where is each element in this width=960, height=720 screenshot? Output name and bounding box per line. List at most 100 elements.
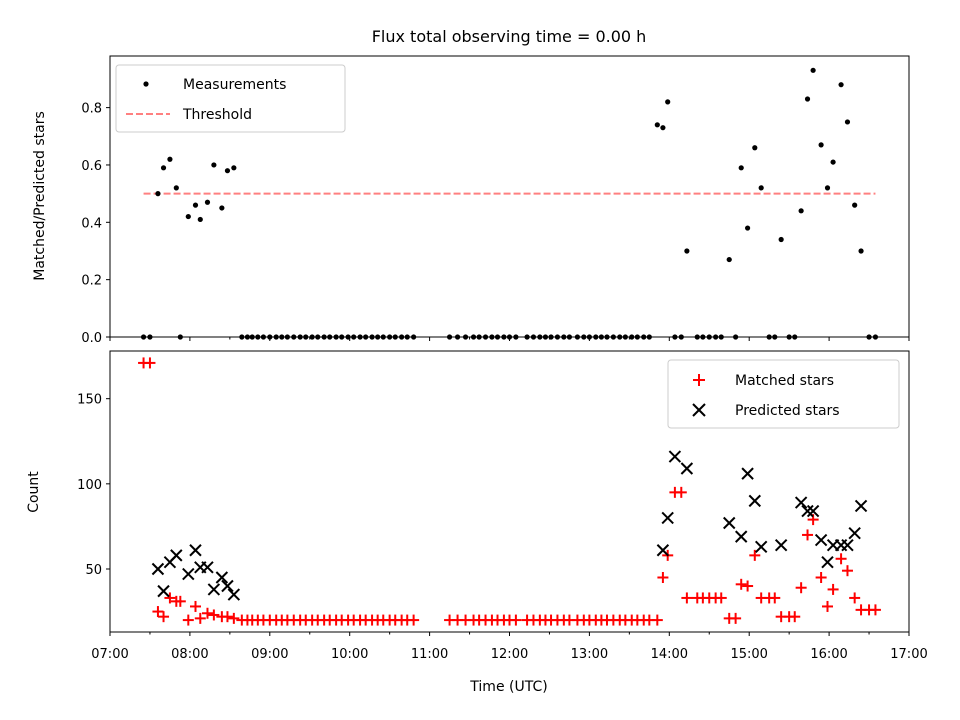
matched-star-point [789, 611, 801, 623]
predicted-star-point [754, 540, 768, 554]
predicted-star-point [680, 462, 694, 475]
measurement-point [738, 165, 744, 171]
matched-star-point [795, 582, 807, 594]
x-tick-label: 13:00 [571, 647, 608, 662]
measurement-point [204, 199, 211, 205]
predicted-star-point [841, 538, 854, 552]
predicted-star-point [227, 588, 241, 601]
measurement-point [660, 125, 666, 131]
measurement-point [852, 202, 858, 208]
measurement-point [173, 185, 179, 191]
x-tick-label: 09:00 [251, 647, 288, 662]
measurement-point [824, 185, 831, 191]
predicted-star-point [661, 511, 674, 525]
matched-star-point [841, 565, 853, 577]
predicted-star-point [157, 584, 170, 598]
bottom-y-tick-label: 150 [77, 393, 102, 408]
predicted-star-point [748, 494, 762, 508]
matched-star-point [742, 580, 754, 592]
top-legend: Measurements Threshold [115, 64, 346, 133]
matched-star-point [769, 592, 781, 604]
top-y-tick-label: 0.8 [81, 102, 102, 117]
chart-title: Flux total observing time = 0.00 h [372, 27, 647, 46]
predicted-star-point [723, 516, 736, 530]
legend-predicted-label: Predicted stars [735, 403, 840, 419]
matched-star-point [657, 572, 669, 584]
matched-star-point [228, 612, 240, 624]
top-y-tick-label: 0.6 [81, 159, 102, 174]
top-legend-box [115, 64, 346, 133]
predicted-star-point [189, 544, 202, 557]
top-y-tick-label: 0.2 [81, 274, 102, 289]
measurement-point [224, 168, 231, 174]
measurement-point [219, 205, 225, 211]
measurement-point [752, 145, 758, 151]
measurement-point [844, 119, 851, 125]
top-y-axis-label: Matched/Predicted stars [32, 111, 48, 281]
top-y-tick-label: 0.4 [81, 216, 102, 231]
x-tick-label: 16:00 [810, 647, 847, 662]
predicted-star-point [814, 533, 828, 547]
predicted-star-point [774, 538, 788, 552]
predicted-star-point [794, 496, 808, 509]
measurement-point [745, 225, 751, 231]
legend-measurements-label: Measurements [183, 77, 286, 93]
matched-star-point [730, 612, 742, 624]
x-tick-label: 15:00 [730, 647, 767, 662]
x-tick-label: 10:00 [331, 647, 368, 662]
matched-star-point [849, 592, 861, 604]
legend-matched-marker [693, 374, 705, 386]
matched-star-point [194, 612, 206, 624]
measurement-point [838, 82, 844, 88]
matched-star-point [208, 609, 220, 621]
x-tick-label: 08:00 [171, 647, 208, 662]
x-axis-label: Time (UTC) [469, 679, 547, 695]
bottom-y-tick-label: 100 [77, 478, 102, 493]
predicted-star-point [854, 499, 868, 513]
top-x-ticks [109, 337, 910, 341]
matched-star-point [681, 592, 693, 604]
predicted-star-point [735, 530, 748, 543]
measurement-point [665, 99, 671, 105]
matched-star-point [827, 583, 839, 595]
predicted-star-point [668, 450, 682, 463]
matched-star-point [182, 614, 194, 626]
bottom-plot-marks [138, 357, 881, 626]
top-y-tick-label: 0.0 [81, 331, 102, 346]
predicted-star-point [207, 583, 221, 596]
bottom-x-ticks: 07:00 08:00 09:00 10:00 11:00 12:00 13:00 14:00… [91, 632, 928, 662]
predicted-star-point [201, 561, 214, 574]
matched-star-point [869, 604, 881, 616]
bottom-y-axis-label: Count [26, 471, 42, 513]
predicted-star-point [806, 504, 820, 518]
measurement-point [211, 162, 217, 168]
measurement-point [858, 248, 864, 254]
measurement-point [684, 248, 690, 254]
x-tick-label: 07:00 [91, 647, 128, 662]
matched-star-point [822, 600, 834, 612]
legend-measurements-marker [143, 81, 149, 87]
matched-star-point [835, 553, 847, 565]
legend-matched-label: Matched stars [735, 373, 834, 389]
x-tick-label: 12:00 [491, 647, 528, 662]
bottom-legend-box [667, 359, 900, 429]
matched-star-point [749, 549, 761, 561]
matched-star-point [735, 578, 747, 590]
matched-star-point [164, 592, 176, 604]
measurement-point [231, 165, 237, 171]
matched-star-point [510, 614, 522, 626]
matched-star-point [158, 611, 170, 623]
predicted-star-point [848, 527, 861, 540]
matched-star-point [221, 611, 233, 623]
measurement-point [185, 213, 191, 220]
x-tick-label: 14:00 [651, 647, 688, 662]
measurement-point [192, 202, 199, 208]
matched-star-point [408, 614, 420, 626]
measurement-point [798, 208, 804, 214]
measurement-point [810, 67, 816, 73]
matched-star-point [174, 595, 186, 607]
bottom-legend: Matched stars Predicted stars [667, 359, 900, 429]
bottom-y-tick-label: 50 [85, 563, 102, 578]
predicted-star-point [221, 579, 234, 593]
